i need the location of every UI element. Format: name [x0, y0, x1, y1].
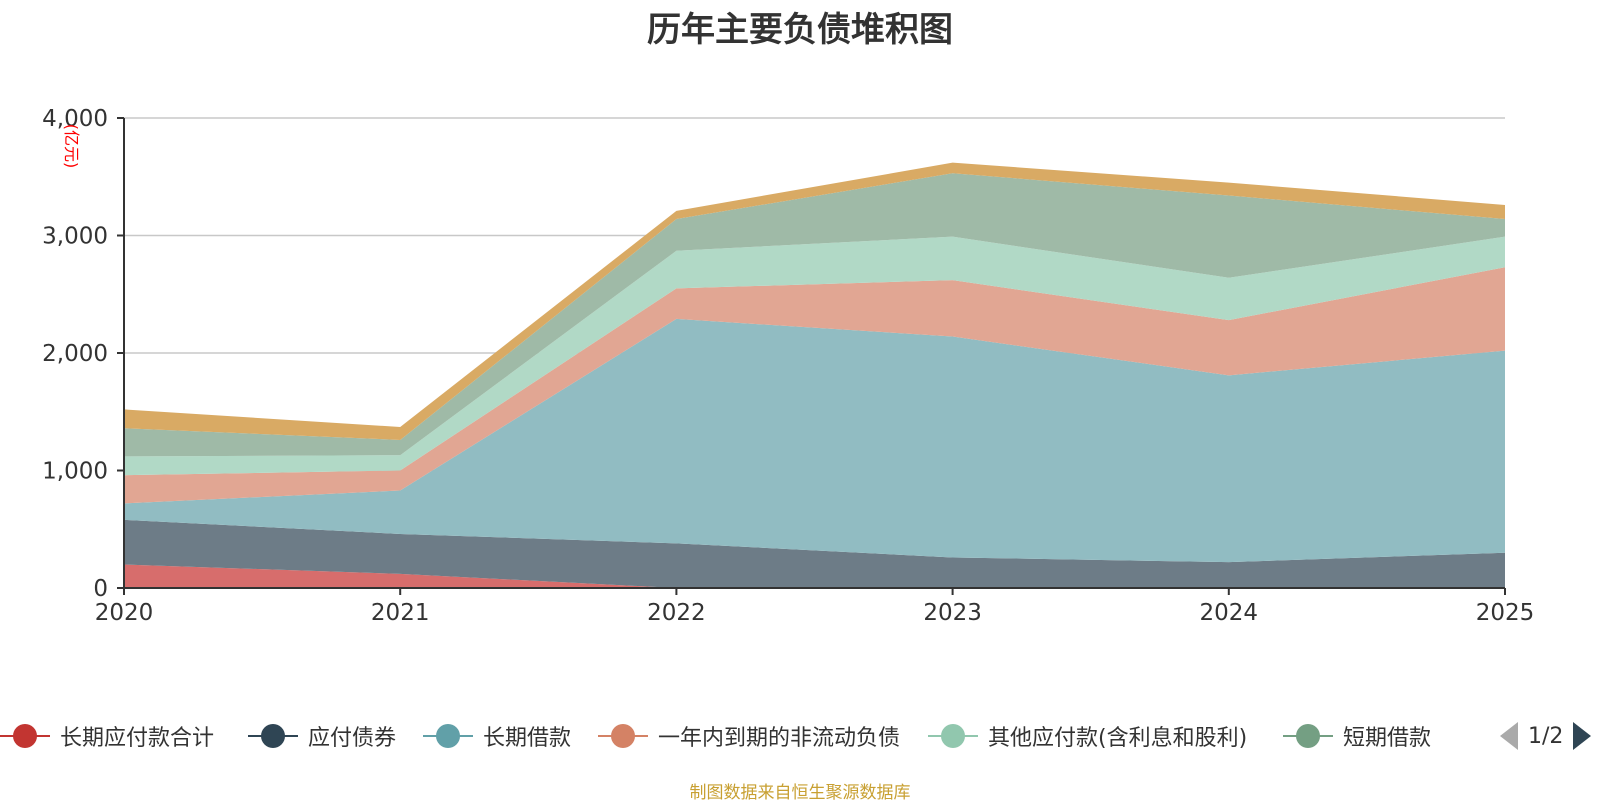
legend-label: 长期应付款合计	[60, 726, 215, 751]
y-tick-label: 2,000	[42, 341, 108, 367]
x-tick-label: 2021	[371, 600, 430, 626]
legend-item[interactable]: 一年内到期的非流动负债	[598, 714, 900, 758]
legend-pager: 1/2	[1500, 714, 1592, 758]
y-tick-label: 3,000	[42, 224, 108, 250]
area-series-5[interactable]	[124, 173, 1505, 457]
y-tick-label: 4,000	[42, 106, 108, 132]
x-tick-label: 2025	[1476, 600, 1535, 626]
x-tick-label: 2020	[95, 600, 154, 626]
y-tick-labels: 0 1,000 2,000 3,000 4,000	[42, 106, 108, 602]
legend-item[interactable]: 长期应付款合计	[0, 714, 214, 758]
page-indicator: 1/2	[1528, 723, 1564, 749]
legend-marker-icon	[248, 714, 298, 758]
source-note: 制图数据来自恒生聚源数据库	[689, 783, 911, 803]
legend-item[interactable]: 长期借款	[423, 714, 571, 758]
area-series-3[interactable]	[124, 267, 1505, 504]
area-series-0[interactable]	[124, 564, 1505, 589]
area-series-1[interactable]	[124, 519, 1505, 588]
x-tick-label: 2024	[1200, 600, 1259, 626]
legend-marker-icon	[423, 714, 473, 758]
legend-label: 短期借款	[1343, 726, 1432, 751]
axes	[117, 117, 1506, 595]
next-page-icon[interactable]	[1573, 722, 1592, 750]
legend-label: 其他应付款(含利息和股利)	[988, 726, 1248, 751]
y-tick-label: 1,000	[42, 459, 108, 485]
legend-label: 一年内到期的非流动负债	[658, 726, 901, 751]
area-series-2[interactable]	[124, 318, 1505, 563]
legend-item[interactable]: 短期借款	[1283, 714, 1431, 758]
previous-page-icon[interactable]	[1500, 722, 1518, 750]
area-series-4[interactable]	[124, 236, 1505, 476]
legend-item[interactable]: 应付债券	[248, 714, 396, 758]
chart-title: 历年主要负债堆积图	[647, 10, 953, 50]
y-axis-unit-label: (亿元)	[62, 124, 81, 169]
x-tick-label: 2023	[923, 600, 982, 626]
x-tick-label: 2022	[647, 600, 706, 626]
legend-marker-icon	[928, 714, 978, 758]
legend-label: 长期借款	[483, 726, 572, 751]
x-tick-labels: 2020 2021 2022 2023 2024 2025	[95, 600, 1535, 626]
legend-marker-icon	[1283, 714, 1333, 758]
legend-marker-icon	[0, 714, 50, 758]
area-series	[124, 162, 1505, 589]
legend-marker-icon	[598, 714, 648, 758]
y-tick-label: 0	[93, 576, 108, 602]
legend-label: 应付债券	[308, 726, 397, 751]
legend: 长期应付款合计 应付债券 长期借款 一年内到期的非流动负债 其他应付款(含利息和股利) 短…	[0, 714, 1600, 758]
legend-item[interactable]: 其他应付款(含利息和股利)	[928, 714, 1247, 758]
